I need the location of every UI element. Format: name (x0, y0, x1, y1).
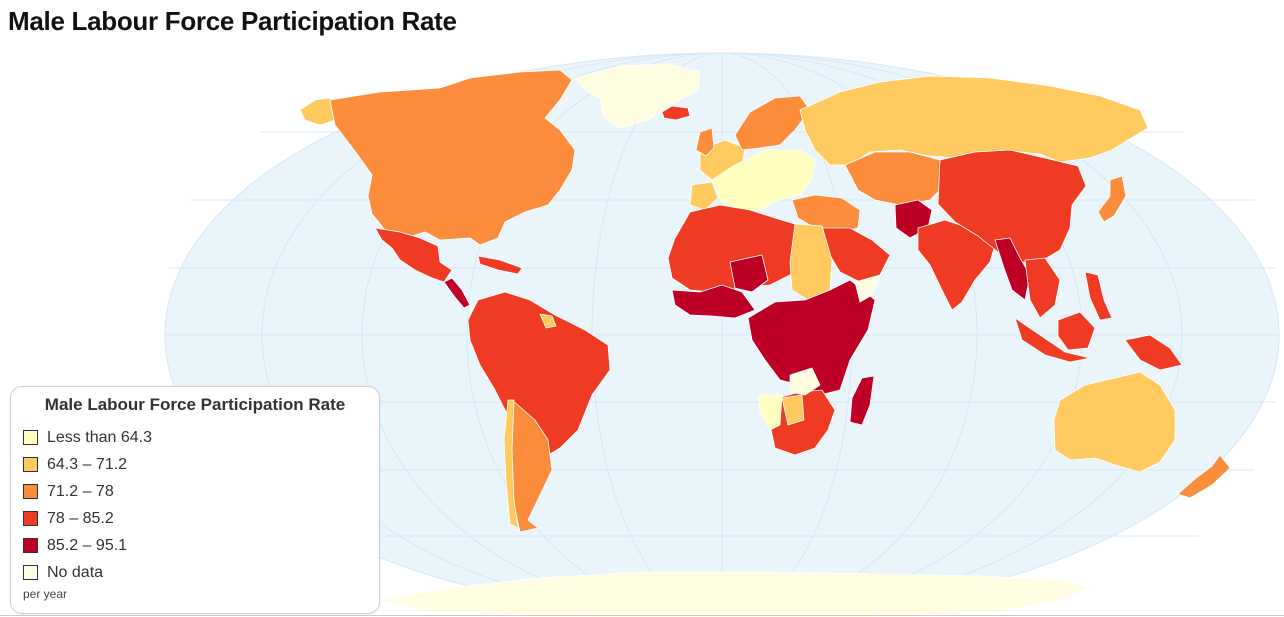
region-somalia[interactable] (854, 274, 881, 303)
legend-note: per year (23, 587, 68, 601)
region-uk[interactable] (695, 127, 715, 157)
legend-label: No data (47, 563, 104, 581)
legend-swatch (23, 457, 38, 472)
bottom-divider (0, 615, 1284, 616)
region-iceland[interactable] (661, 105, 691, 121)
region-new-guinea[interactable] (1124, 334, 1183, 371)
region-botswana[interactable] (781, 394, 805, 426)
region-borneo[interactable] (1057, 311, 1096, 351)
legend-swatch (23, 565, 38, 580)
region-indonesia[interactable] (1014, 317, 1091, 363)
region-sahel[interactable] (729, 254, 769, 293)
region-russia[interactable] (799, 75, 1149, 166)
region-indochina[interactable] (1024, 257, 1061, 319)
region-madagascar[interactable] (849, 375, 875, 426)
region-iberia[interactable] (689, 181, 719, 211)
region-west-africa[interactable] (671, 284, 756, 319)
legend-item[interactable]: 71.2 – 78 (23, 478, 367, 505)
legend-swatch (23, 484, 38, 499)
legend-item[interactable]: 64.3 – 71.2 (23, 451, 367, 478)
region-guiana[interactable] (539, 313, 557, 329)
page-title: Male Labour Force Participation Rate (8, 6, 457, 36)
region-central-africa[interactable] (747, 279, 876, 396)
legend-item[interactable]: 85.2 – 95.1 (23, 532, 367, 559)
region-central-america[interactable] (443, 277, 471, 309)
region-antarctica[interactable] (379, 571, 1092, 617)
region-china[interactable] (937, 149, 1087, 263)
region-new-zealand[interactable] (1177, 454, 1231, 499)
legend-label: 64.3 – 71.2 (47, 455, 128, 473)
legend-label: 85.2 – 95.1 (47, 536, 128, 554)
region-north-america[interactable] (329, 69, 576, 246)
legend-swatch (23, 538, 38, 553)
region-caribbean[interactable] (477, 255, 523, 275)
region-japan[interactable] (1097, 175, 1127, 223)
legend-swatch (23, 511, 38, 526)
legend-item[interactable]: Less than 64.3 (23, 424, 367, 451)
region-australia[interactable] (1053, 371, 1176, 473)
region-middle-east[interactable] (791, 194, 861, 233)
legend-title: Male Labour Force Participation Rate (44, 395, 346, 414)
legend-label: 78 – 85.2 (47, 509, 114, 527)
countries (299, 63, 1231, 533)
legend-item[interactable]: 78 – 85.2 (23, 505, 367, 532)
region-namibia[interactable] (757, 394, 783, 431)
region-philippines[interactable] (1084, 271, 1113, 321)
region-south-america[interactable] (467, 291, 611, 461)
region-myanmar[interactable] (994, 237, 1031, 301)
map-legend: Male Labour Force Participation Rate Les… (10, 386, 380, 614)
region-zambia[interactable] (789, 367, 821, 396)
region-chile[interactable] (503, 399, 519, 529)
legend-item[interactable]: No data (23, 559, 367, 586)
world-map[interactable] (0, 48, 1284, 617)
legend-label: Less than 64.3 (47, 428, 152, 446)
legend-swatch (23, 430, 38, 445)
region-north-africa[interactable] (667, 204, 813, 293)
legend-label: 71.2 – 78 (47, 482, 114, 500)
region-greenland[interactable] (574, 63, 701, 129)
